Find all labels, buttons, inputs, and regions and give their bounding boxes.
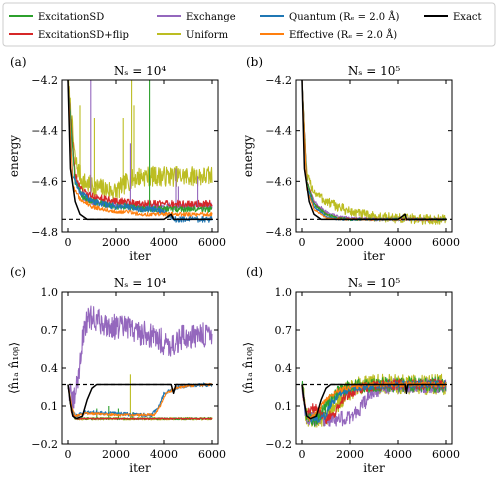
x-tick-label: 6000 xyxy=(432,448,460,461)
legend-entry-uniform: Uniform xyxy=(157,30,229,41)
x-tick-label: 4000 xyxy=(150,448,178,461)
legend-entry-exact: Exact xyxy=(424,12,482,23)
panel-b: 0 2000 4000 6000 −4.8 −4.6 −4.4 −4.2 Nₛ = 10⁵ (b)… xyxy=(241,55,460,263)
y-tick-label: 0.4 xyxy=(275,362,293,375)
x-tick-label: 4000 xyxy=(150,236,178,249)
legend-entry-excitationsd: ExcitationSD xyxy=(9,12,104,23)
series-line-excitationsd-flip xyxy=(67,81,213,209)
legend-label: Quantum (Rₑ = 2.0 Å) xyxy=(289,11,400,23)
x-tick-label: 0 xyxy=(299,236,306,249)
x-axis-label: iter xyxy=(129,461,151,475)
plot-area xyxy=(62,305,218,421)
axes-frame xyxy=(61,79,219,233)
axes-frame xyxy=(295,79,453,233)
y-axis-label: ⟨n̂₁ₐ n̂₁₀ᵦ⟩ xyxy=(7,342,21,394)
panel-title: Nₛ = 10⁵ xyxy=(348,64,400,78)
axes-frame xyxy=(61,291,219,445)
x-tick-label: 2000 xyxy=(336,236,364,249)
legend-label: Exact xyxy=(453,12,482,23)
panel-c: 0 2000 4000 6000 −0.2 0.1 0.4 0.7 1.0 Nₛ = 10⁴ (c)… xyxy=(7,265,226,475)
legend-label: Exchange xyxy=(186,12,236,23)
legend-entry-effective: Effective (Rₑ = 2.0 Å) xyxy=(260,29,397,41)
legend-entry-excitationsd-flip: ExcitationSD+flip xyxy=(9,30,129,41)
y-axis-label: ⟨n̂₁ₐ n̂₁₀ᵦ⟩ xyxy=(241,342,255,394)
legend-label: ExcitationSD+flip xyxy=(38,30,129,41)
y-tick-label: −0.2 xyxy=(31,438,58,451)
plot-area xyxy=(296,373,452,428)
y-tick-label: −4.6 xyxy=(265,175,292,188)
x-tick-label: 4000 xyxy=(384,236,412,249)
legend-label: Uniform xyxy=(186,30,229,41)
plot-area xyxy=(62,80,218,223)
y-axis-label: energy xyxy=(7,135,21,177)
series-line-excitationsd-flip xyxy=(67,384,213,420)
x-axis-label: iter xyxy=(129,249,151,263)
y-tick-label: 1.0 xyxy=(275,286,293,299)
panel-letter: (c) xyxy=(10,265,26,279)
y-tick-label: −0.2 xyxy=(265,438,292,451)
y-tick-label: −4.4 xyxy=(31,125,58,138)
y-tick-label: 0.7 xyxy=(41,324,59,337)
x-tick-label: 0 xyxy=(65,236,72,249)
panel-title: Nₛ = 10⁴ xyxy=(114,64,166,78)
y-tick-label: −4.6 xyxy=(31,175,58,188)
plot-area xyxy=(296,80,452,225)
series-line-uniform xyxy=(301,82,447,225)
panel-title: Nₛ = 10⁴ xyxy=(114,276,166,290)
series-line-exchange xyxy=(67,305,213,413)
series-line-uniform xyxy=(67,80,213,200)
series-line-exact xyxy=(67,80,212,221)
x-tick-label: 0 xyxy=(299,448,306,461)
x-tick-label: 2000 xyxy=(102,448,130,461)
series-line-effective-r-2-0 xyxy=(67,80,213,217)
series-line-excitationsd xyxy=(67,81,213,213)
x-axis-label: iter xyxy=(363,249,385,263)
series-line-quantum-r-2-0 xyxy=(67,382,213,418)
legend-label: ExcitationSD xyxy=(38,12,104,23)
panel-d: 0 2000 4000 6000 −0.2 0.1 0.4 0.7 1.0 Nₛ = 10⁵ (d)… xyxy=(241,265,460,475)
y-tick-label: −4.2 xyxy=(31,74,58,87)
panel-letter: (d) xyxy=(246,265,263,279)
x-tick-label: 2000 xyxy=(102,236,130,249)
series-line-exchange xyxy=(67,81,213,211)
x-tick-label: 6000 xyxy=(198,236,226,249)
legend: ExcitationSD ExcitationSD+flip Exchange … xyxy=(2,2,496,47)
x-tick-label: 4000 xyxy=(384,448,412,461)
legend-label: Effective (Rₑ = 2.0 Å) xyxy=(289,29,397,41)
y-tick-label: −4.4 xyxy=(265,125,292,138)
x-tick-label: 6000 xyxy=(432,236,460,249)
x-tick-label: 6000 xyxy=(198,448,226,461)
x-tick-label: 0 xyxy=(65,448,72,461)
series-line-effective-r-2-0 xyxy=(67,382,213,418)
y-tick-label: 0.4 xyxy=(41,362,59,375)
y-axis-label: energy xyxy=(241,135,255,177)
legend-entry-quantum: Quantum (Rₑ = 2.0 Å) xyxy=(260,11,400,23)
y-tick-label: 0.1 xyxy=(275,400,293,413)
panel-letter: (b) xyxy=(246,55,263,69)
legend-entry-exchange: Exchange xyxy=(157,12,236,23)
panel-title: Nₛ = 10⁵ xyxy=(348,276,400,290)
y-tick-label: 0.1 xyxy=(41,400,59,413)
y-tick-label: −4.2 xyxy=(265,74,292,87)
panel-letter: (a) xyxy=(10,55,27,69)
panel-a: 0 2000 4000 6000 −4.8 −4.6 −4.4 −4.2 Nₛ = 10⁴ (a)… xyxy=(7,55,226,263)
legend-frame xyxy=(2,2,496,47)
y-tick-label: −4.8 xyxy=(265,226,292,239)
y-tick-label: 0.7 xyxy=(275,324,293,337)
x-axis-label: iter xyxy=(363,461,385,475)
x-tick-label: 2000 xyxy=(336,448,364,461)
y-tick-label: 1.0 xyxy=(41,286,59,299)
y-tick-label: −4.8 xyxy=(31,226,58,239)
series-line-quantum-r-2-0 xyxy=(67,81,213,223)
